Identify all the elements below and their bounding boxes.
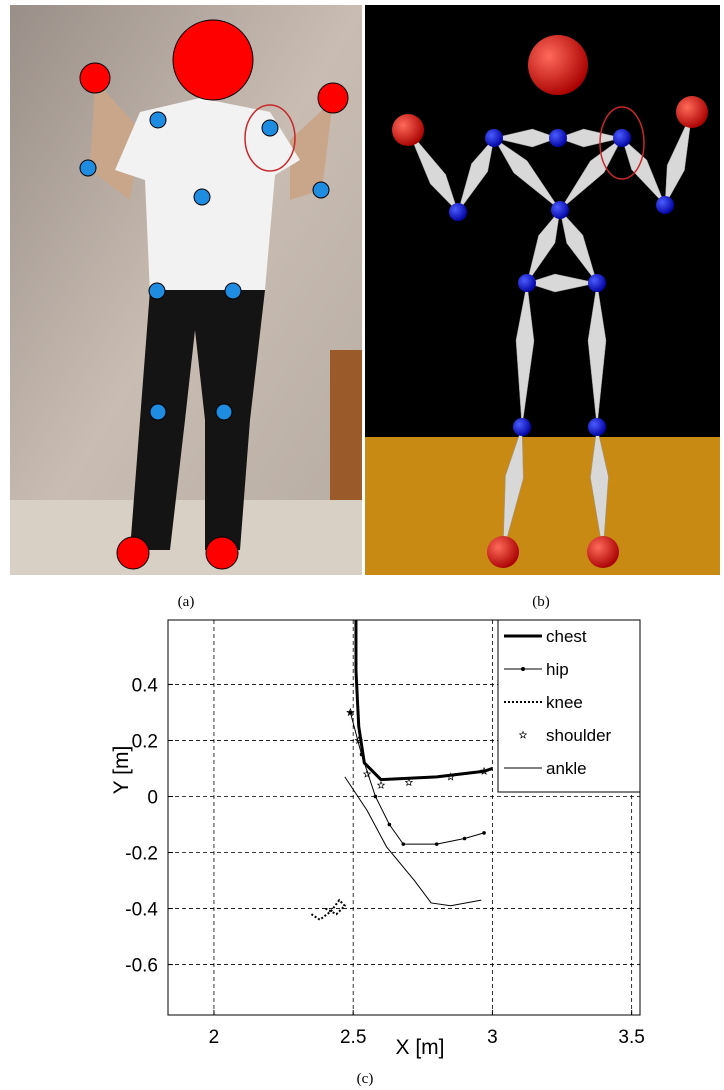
point (354, 736, 363, 745)
legend-label: chest (546, 627, 587, 646)
point (446, 772, 455, 781)
joint (449, 203, 467, 221)
joint (656, 196, 674, 214)
legend-label: knee (546, 693, 583, 712)
skeleton-panel (365, 5, 720, 575)
point (462, 836, 467, 841)
y-tick-label: 0.4 (132, 675, 159, 696)
end-joint (487, 536, 519, 568)
point (387, 822, 392, 827)
series-line (349, 712, 485, 845)
point (348, 710, 353, 715)
x-axis-label: X [m] (395, 1036, 444, 1059)
joint (549, 129, 567, 147)
legend-marker (521, 667, 525, 671)
legend-label: ankle (546, 759, 587, 778)
joint (613, 129, 631, 147)
y-axis-label: Y [m] (110, 746, 133, 795)
y-tick-label: -0.6 (125, 956, 158, 977)
point (376, 780, 386, 789)
caption: (a) (178, 594, 195, 610)
caption: (b) (532, 594, 550, 610)
point (401, 842, 406, 846)
x-tick-label: 2 (209, 1027, 220, 1048)
photo-panel (10, 5, 362, 575)
joint (485, 129, 503, 147)
point (346, 708, 355, 717)
series-line (354, 620, 493, 782)
end-joint (587, 536, 619, 568)
point (359, 752, 364, 757)
point (479, 766, 489, 775)
joint (518, 274, 536, 292)
legend-marker (518, 730, 528, 739)
x-tick-label: 3.5 (618, 1027, 644, 1048)
y-tick-label: -0.2 (125, 844, 158, 865)
point (362, 769, 372, 778)
x-tick-label: 2.5 (340, 1027, 366, 1048)
series-line (344, 776, 482, 907)
series-line (310, 898, 347, 921)
end-joint (676, 96, 708, 128)
y-tick-label: 0 (147, 787, 158, 808)
x-tick-label: 3 (487, 1027, 498, 1048)
legend-label: hip (546, 660, 569, 679)
joint (513, 418, 531, 436)
y-tick-label: 0.2 (132, 731, 158, 752)
joint (588, 274, 606, 292)
joint (588, 418, 606, 436)
caption: (c) (357, 1071, 374, 1087)
end-joint (392, 114, 424, 146)
point (434, 842, 439, 846)
highlight (599, 106, 645, 180)
y-tick-label: -0.4 (125, 900, 158, 921)
point (373, 794, 378, 799)
legend-box (497, 619, 641, 793)
legend-label: shoulder (546, 726, 612, 745)
joint (551, 201, 569, 219)
head (528, 35, 588, 95)
point (482, 831, 486, 835)
point (404, 778, 414, 787)
